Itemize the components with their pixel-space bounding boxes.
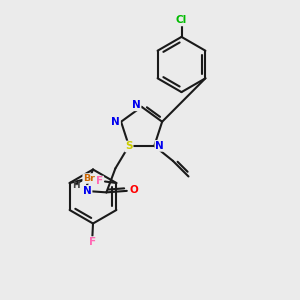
Text: N: N — [111, 117, 120, 127]
Text: Cl: Cl — [176, 15, 187, 26]
Text: N: N — [83, 186, 92, 196]
Text: Br: Br — [83, 174, 95, 183]
Text: F: F — [89, 237, 96, 247]
Text: N: N — [132, 100, 141, 110]
Text: N: N — [155, 141, 164, 151]
Text: O: O — [129, 185, 138, 195]
Text: S: S — [125, 142, 133, 152]
Text: F: F — [96, 176, 103, 187]
Text: H: H — [73, 181, 80, 190]
